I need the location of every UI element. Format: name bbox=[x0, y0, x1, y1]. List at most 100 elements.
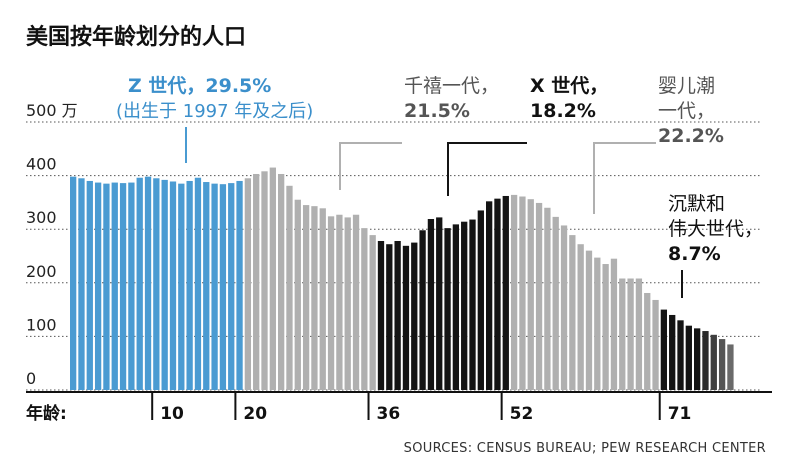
bar-age-15 bbox=[194, 177, 202, 390]
bar-age-20 bbox=[236, 180, 243, 390]
bar-age-31 bbox=[327, 216, 335, 390]
bar-age-22 bbox=[253, 173, 260, 390]
bar-age-65 bbox=[610, 258, 618, 390]
bar-age-13 bbox=[178, 183, 185, 390]
bar-age-68 bbox=[635, 278, 643, 390]
bar-age-1 bbox=[78, 178, 85, 390]
bar-age-56 bbox=[535, 202, 543, 390]
bar-age-29 bbox=[311, 206, 318, 390]
bar-age-4 bbox=[103, 183, 110, 390]
bar-age-14 bbox=[186, 180, 193, 390]
bar-age-34 bbox=[352, 214, 360, 390]
bar-age-32 bbox=[336, 214, 343, 390]
bar-age-57 bbox=[544, 207, 551, 390]
bar-age-61 bbox=[577, 244, 584, 390]
bar-age-66 bbox=[619, 278, 626, 390]
bar-age-35 bbox=[361, 228, 368, 390]
y-tick-label: 200 bbox=[26, 262, 57, 281]
x-axis-label: 年龄: bbox=[26, 403, 67, 424]
source-note: SOURCES: CENSUS BUREAU; PEW RESEARCH CEN… bbox=[404, 441, 766, 456]
bar-age-70 bbox=[652, 299, 659, 390]
x-tick-label: 10 bbox=[160, 404, 184, 424]
bar-age-7 bbox=[128, 182, 135, 390]
bar-age-78 bbox=[718, 339, 726, 390]
bar-age-74 bbox=[685, 325, 692, 390]
millennial-annotation-line2: 21.5% bbox=[404, 100, 470, 122]
bar-age-53 bbox=[510, 194, 518, 390]
bar-age-46 bbox=[452, 224, 460, 390]
boomer-annotation-line3: 22.2% bbox=[658, 125, 724, 147]
bar-age-54 bbox=[519, 196, 526, 390]
bar-age-48 bbox=[469, 219, 476, 390]
bar-age-63 bbox=[594, 257, 601, 390]
silent-annotation-line1: 沉默和 bbox=[668, 193, 725, 215]
bar-age-11 bbox=[161, 179, 168, 390]
y-tick-label: 100 bbox=[26, 315, 57, 334]
x-tick-label: 71 bbox=[668, 404, 692, 424]
bar-age-0 bbox=[70, 176, 77, 390]
bar-age-24 bbox=[269, 167, 276, 390]
genx-annotation-line2: 18.2% bbox=[530, 100, 596, 122]
bar-age-64 bbox=[602, 264, 609, 390]
bar-age-40 bbox=[402, 245, 410, 390]
chart-title: 美国按年龄划分的人口 bbox=[26, 24, 246, 50]
bar-age-18 bbox=[219, 184, 227, 390]
bar-age-28 bbox=[302, 205, 310, 390]
bar-age-27 bbox=[294, 199, 301, 390]
bar-age-72 bbox=[669, 314, 676, 390]
bar-age-58 bbox=[552, 216, 559, 390]
bar-age-16 bbox=[203, 182, 210, 390]
bar-age-6 bbox=[119, 183, 127, 390]
y-tick-label: 300 bbox=[26, 208, 57, 227]
bar-age-2 bbox=[86, 180, 93, 390]
bar-age-43 bbox=[427, 219, 435, 390]
bar-age-10 bbox=[153, 178, 160, 390]
bar-age-12 bbox=[169, 181, 177, 390]
bar-age-71 bbox=[660, 309, 668, 390]
bar-age-51 bbox=[494, 198, 501, 390]
millennial-annotation-line1: 千禧一代， bbox=[404, 75, 499, 97]
bar-age-25 bbox=[278, 173, 285, 390]
bar-age-42 bbox=[419, 230, 426, 390]
bar-age-23 bbox=[261, 171, 268, 390]
x-tick-label: 52 bbox=[510, 404, 534, 424]
x-tick-label: 36 bbox=[377, 404, 401, 424]
bar-age-44 bbox=[436, 217, 443, 390]
bar-age-77 bbox=[710, 334, 717, 390]
y-tick-label: 500 万 bbox=[26, 101, 78, 120]
bar-age-38 bbox=[386, 244, 393, 390]
bar-age-39 bbox=[394, 240, 401, 390]
bar-age-76 bbox=[702, 331, 709, 390]
bar-age-55 bbox=[527, 199, 534, 390]
bar-age-26 bbox=[286, 185, 293, 390]
silent-annotation-line2: 伟大世代， bbox=[668, 218, 763, 240]
bar-age-79 bbox=[727, 344, 734, 390]
boomer-leader bbox=[593, 142, 656, 214]
bar-age-49 bbox=[477, 210, 484, 390]
bar-age-59 bbox=[560, 225, 568, 390]
bar-age-19 bbox=[228, 183, 235, 390]
bar-age-30 bbox=[319, 208, 326, 390]
genx-leader bbox=[447, 142, 527, 196]
genz-annotation-line1: Z 世代，29.5% bbox=[128, 75, 271, 97]
bar-age-50 bbox=[486, 201, 493, 390]
silent-annotation-line3: 8.7% bbox=[668, 243, 721, 265]
bar-age-60 bbox=[569, 235, 576, 390]
bar-age-17 bbox=[211, 183, 218, 390]
y-tick-label: 400 bbox=[26, 155, 57, 174]
bar-age-8 bbox=[136, 177, 143, 390]
bars-group bbox=[70, 167, 734, 390]
bar-age-33 bbox=[344, 217, 351, 390]
x-tick-label: 20 bbox=[243, 404, 267, 424]
millennial-leader bbox=[339, 142, 402, 190]
bar-age-5 bbox=[111, 182, 118, 390]
bar-age-41 bbox=[411, 242, 418, 390]
genz-annotation-line2: (出生于 1997 年及之后) bbox=[116, 101, 313, 122]
bar-age-21 bbox=[244, 178, 252, 390]
bar-age-52 bbox=[502, 195, 509, 390]
genx-annotation-line1: X 世代， bbox=[530, 75, 608, 97]
bar-age-36 bbox=[369, 235, 376, 390]
boomer-annotation-line2: 一代， bbox=[658, 100, 715, 122]
